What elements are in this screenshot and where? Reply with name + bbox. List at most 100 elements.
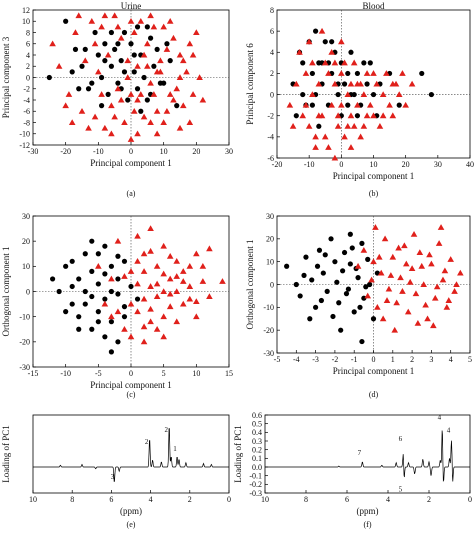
data-point [121,273,128,279]
data-point [140,113,148,120]
data-point [301,272,307,278]
data-point [370,258,377,265]
data-point [157,80,163,86]
data-point [76,86,82,92]
data-point [312,133,319,140]
data-point [406,278,414,285]
data-point [76,276,82,282]
data-point [138,108,144,114]
data-point [108,29,114,36]
y-tick-label: 10 [22,262,30,271]
data-point [189,51,197,58]
data-point [338,70,345,76]
peak-label: 2 [145,438,149,446]
series-triangle [95,225,226,345]
data-point [140,250,148,257]
data-point [284,263,290,269]
data-point [341,81,348,87]
data-point [410,230,418,237]
data-point [127,17,135,24]
data-point [367,60,373,66]
data-point [108,275,115,282]
data-point [108,349,114,355]
data-point [293,281,299,288]
x-tick-label: 30 [434,160,442,169]
y-tick-label: 0.6 [252,411,262,420]
x-axis-label: Principal component 1 [333,366,414,376]
panel-caption: (b) [369,189,379,198]
data-point [95,52,101,58]
data-point [72,46,79,52]
data-point [134,308,141,315]
data-point [289,122,297,129]
data-point [179,102,187,109]
data-point [428,260,435,267]
y-tick-label: 0 [26,73,30,82]
data-point [359,240,365,246]
data-point [91,40,99,47]
data-point [325,70,332,76]
data-point [300,60,306,66]
x-tick-label: -2 [332,355,339,364]
data-point [134,258,141,264]
data-point [160,313,167,320]
data-point [376,122,384,129]
x-tick-label: 0 [372,355,376,364]
data-point [347,231,353,237]
x-tick-label: 4 [386,495,390,504]
x-tick-label: 0 [468,495,472,504]
data-point [334,122,342,129]
data-point [316,123,322,129]
data-point [112,46,118,52]
data-point [416,249,424,256]
data-point [166,91,174,97]
data-point [383,70,390,76]
data-point [147,225,154,232]
data-point [56,288,62,295]
data-point [69,258,75,264]
data-point [163,107,171,114]
data-point [375,253,383,260]
data-point [354,70,361,77]
panel-caption: (c) [127,390,136,399]
data-point [193,298,200,305]
data-point [121,314,128,320]
data-point [345,70,351,77]
data-point [348,49,354,55]
data-point [430,322,437,329]
y-tick-label: 30 [22,212,30,221]
data-point [173,273,181,279]
y-tick-label: 6 [270,27,274,36]
x-tick-label: 40 [466,160,474,169]
data-point [354,262,362,269]
data-point [361,60,367,66]
data-point [393,299,400,306]
data-point [153,130,161,137]
data-point [447,256,454,262]
data-point [79,63,85,69]
data-point [186,283,194,289]
data-point [91,113,99,120]
data-point [354,101,361,108]
data-point [338,327,344,333]
y-tick-label: 8 [26,28,30,37]
x-tick-label: -15 [28,369,39,378]
data-point [111,12,118,19]
series-circle [284,231,380,345]
data-point [379,112,387,119]
y-tick-label: 6 [26,40,30,49]
data-point [108,130,115,137]
data-point [328,48,335,55]
data-point [186,295,194,302]
data-point [193,29,200,35]
data-point [397,274,404,281]
data-point [63,18,69,24]
panel-caption: (f) [364,520,372,529]
data-point [176,74,184,80]
data-point [102,243,108,249]
data-point [309,91,316,98]
data-point [334,279,340,285]
data-point [137,91,145,97]
y-axis-label: Principal component 3 [1,36,11,118]
